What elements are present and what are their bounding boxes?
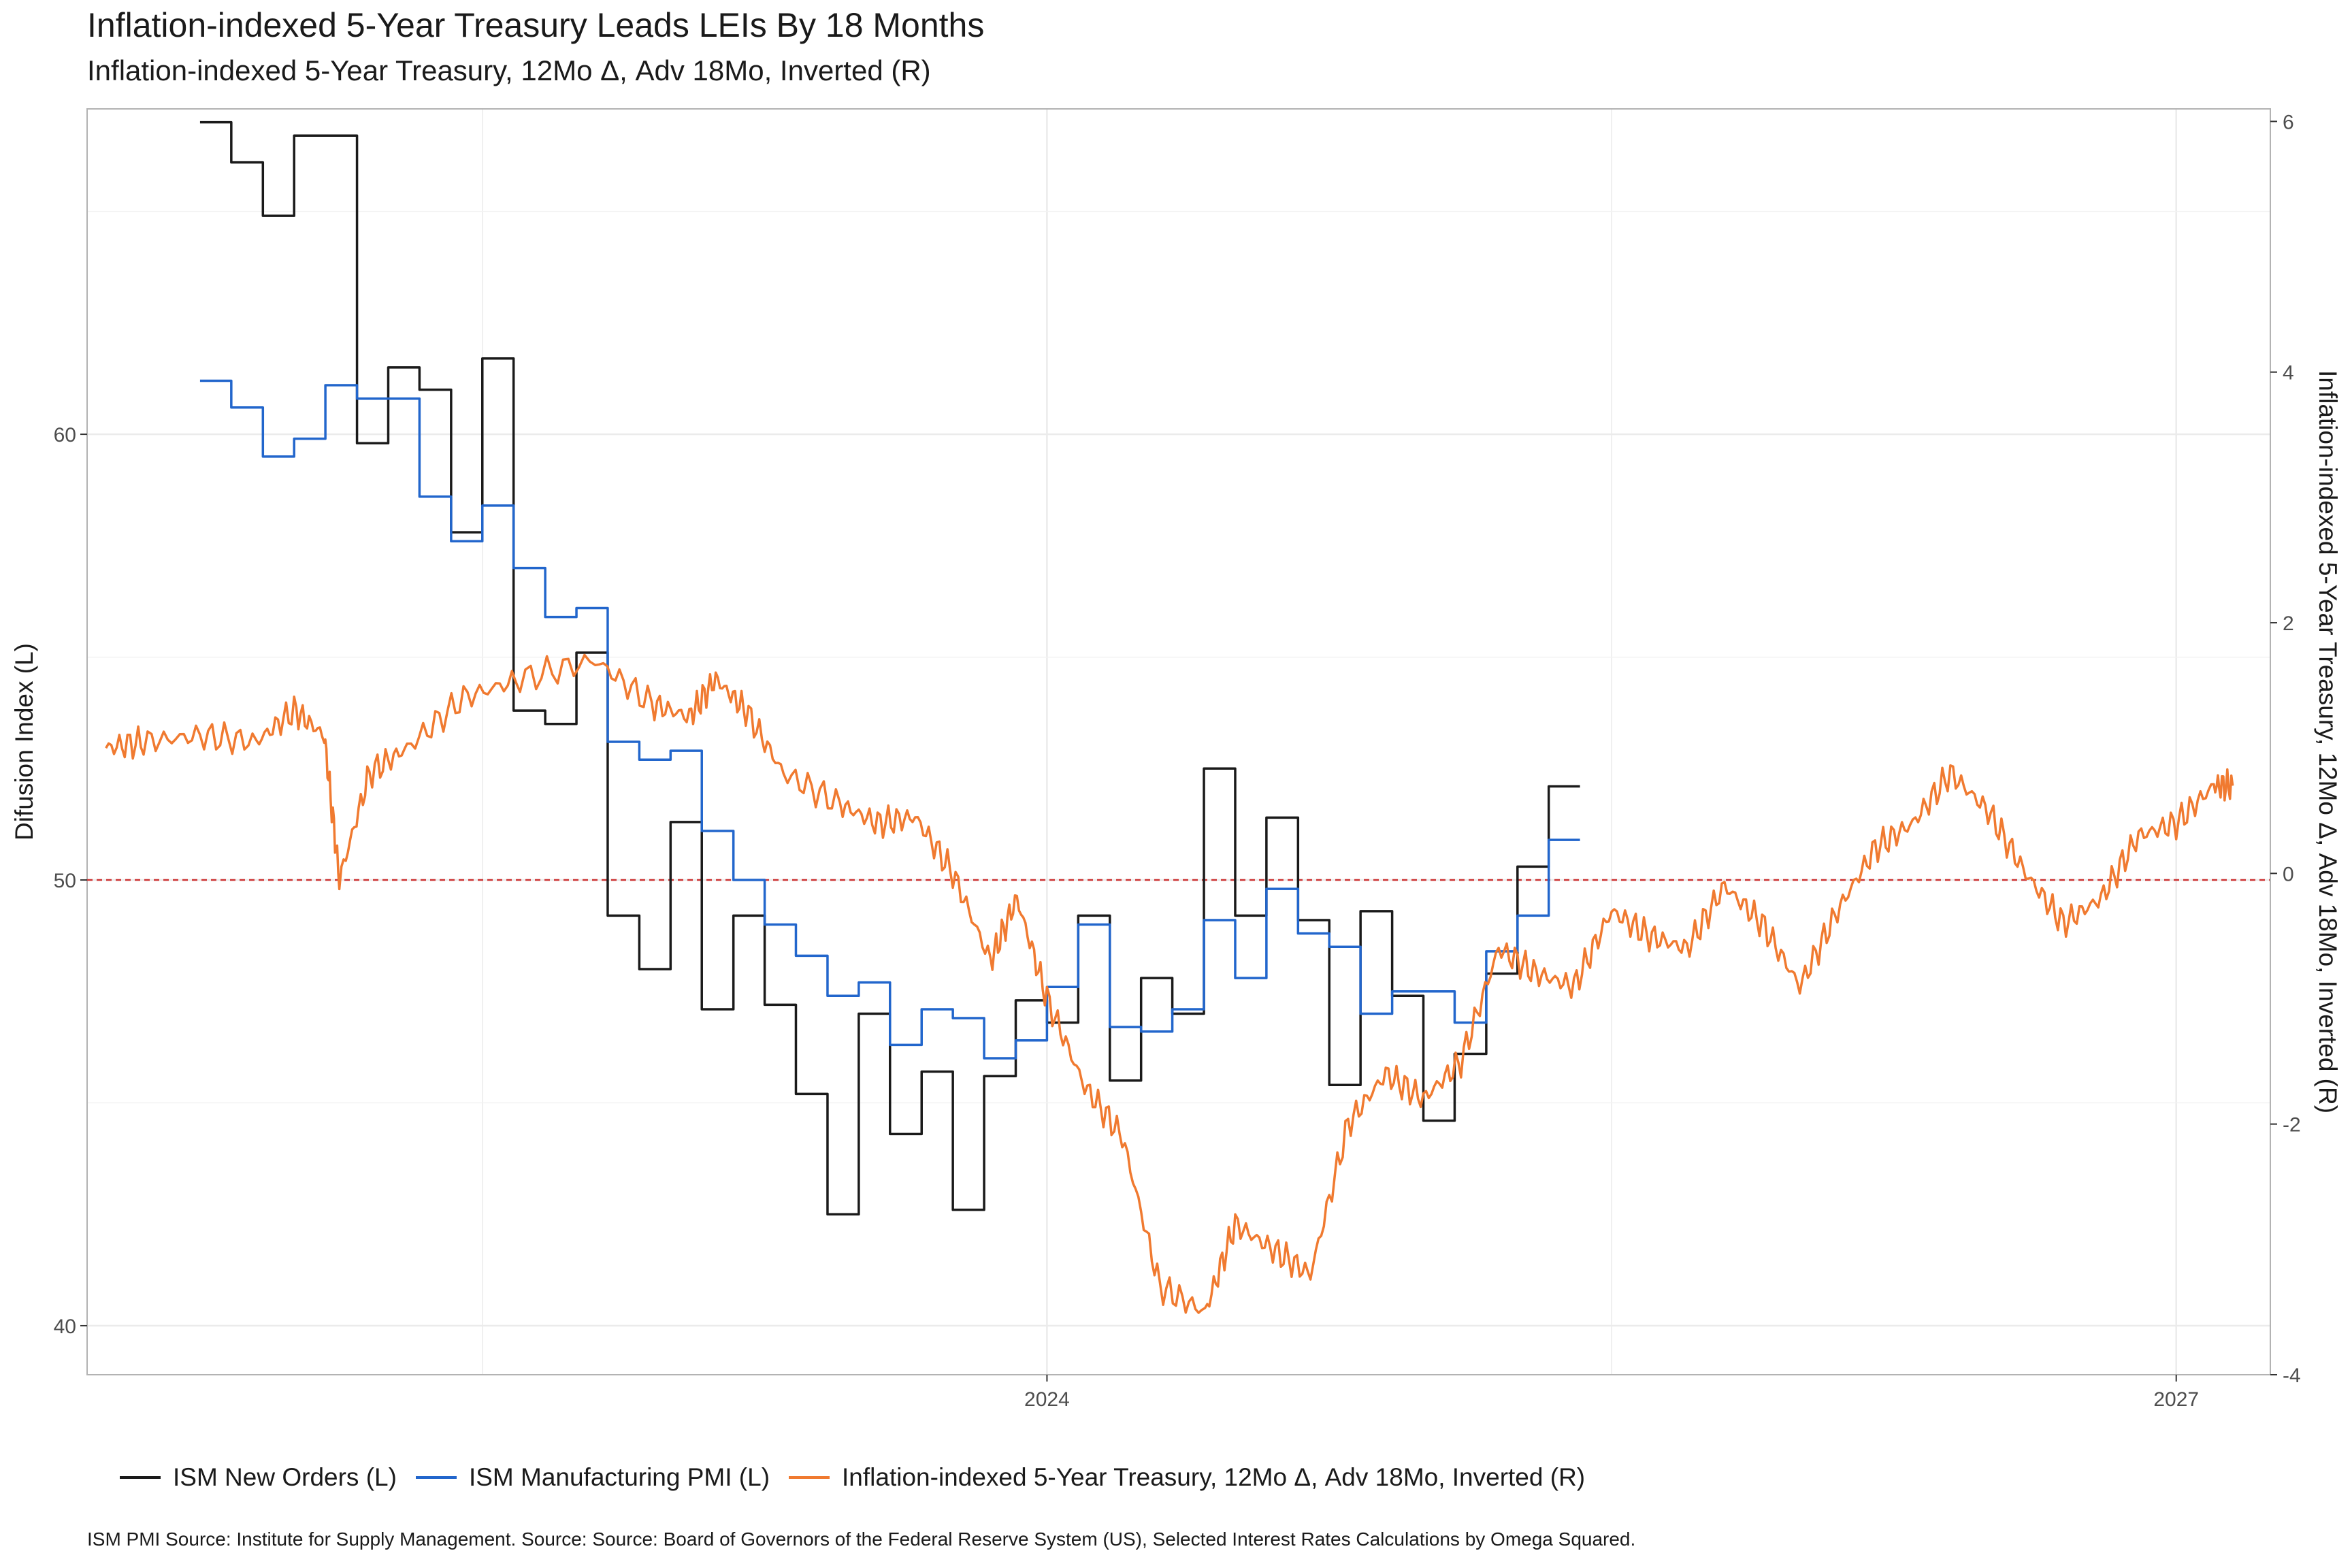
- y-right-tick-label: 0: [2283, 863, 2294, 885]
- legend-label-treasury: Inflation-indexed 5-Year Treasury, 12Mo …: [842, 1463, 1586, 1491]
- legend-swatch-treasury: [789, 1476, 830, 1479]
- y-right-tick-label: 4: [2283, 362, 2294, 385]
- y-right-tick-label: -2: [2283, 1114, 2301, 1137]
- legend-label-new-orders: ISM New Orders (L): [173, 1463, 397, 1491]
- legend: ISM New Orders (L) ISM Manufacturing PMI…: [120, 1463, 1604, 1492]
- series-line-1: [199, 379, 1580, 1060]
- y-left-tick-label: 60: [54, 424, 76, 446]
- axes: 40 50 60 -4 -2 0 2 4 6 2024 2027: [54, 109, 2301, 1411]
- x-tick-label: 2027: [2153, 1388, 2199, 1411]
- y-axis-label-left: Difusion Index (L): [10, 643, 38, 840]
- y-right-tick-label: -4: [2283, 1365, 2301, 1387]
- source-caption: ISM PMI Source: Institute for Supply Man…: [87, 1529, 1636, 1550]
- legend-item-treasury: Inflation-indexed 5-Year Treasury, 12Mo …: [789, 1463, 1585, 1492]
- y-right-tick-label: 6: [2283, 111, 2294, 133]
- legend-swatch-new-orders: [120, 1476, 161, 1479]
- legend-swatch-pmi: [415, 1476, 457, 1479]
- legend-label-pmi: ISM Manufacturing PMI (L): [468, 1463, 770, 1491]
- grid: [87, 109, 2270, 1375]
- y-axis-label-right: Inflation-indexed 5-Year Treasury, 12Mo …: [2314, 370, 2342, 1113]
- series-line-2: [105, 653, 2234, 1314]
- chart-subtitle: Inflation-indexed 5-Year Treasury, 12Mo …: [87, 54, 931, 86]
- legend-item-new-orders: ISM New Orders (L): [120, 1463, 397, 1492]
- y-left-tick-label: 50: [54, 870, 76, 892]
- legend-item-pmi: ISM Manufacturing PMI (L): [415, 1463, 770, 1492]
- series-line-0: [199, 120, 1580, 1215]
- series: [105, 120, 2234, 1314]
- plot-panel: [86, 108, 2271, 1375]
- y-left-tick-label: 40: [54, 1316, 76, 1338]
- y-right-tick-label: 2: [2283, 612, 2294, 635]
- chart-title: Inflation-indexed 5-Year Treasury Leads …: [87, 6, 985, 44]
- x-tick-label: 2024: [1024, 1388, 1070, 1411]
